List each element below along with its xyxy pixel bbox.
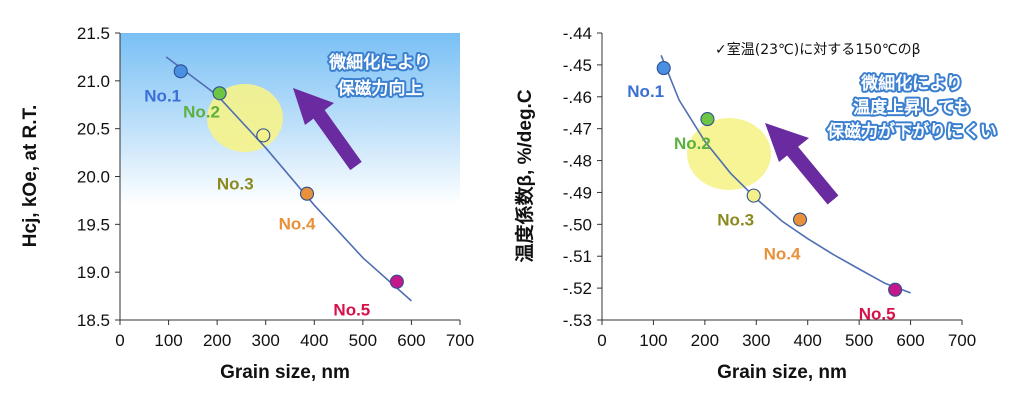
y-tick-label: -.51 <box>563 247 592 266</box>
x-tick-label: 400 <box>794 331 822 350</box>
data-point <box>888 282 903 297</box>
x-tick-label: 300 <box>742 331 770 350</box>
x-tick-label: 700 <box>446 331 474 350</box>
data-point <box>299 186 315 201</box>
data-point <box>389 274 404 289</box>
improvement-arrow <box>765 123 839 205</box>
data-point-label: No.1 <box>144 86 181 105</box>
improvement-arrow <box>293 88 362 171</box>
data-point <box>746 188 761 203</box>
x-tick-label: 500 <box>349 331 377 350</box>
y-tick-label: -.52 <box>563 279 592 298</box>
data-point-label: No.3 <box>217 174 254 193</box>
chart-hcj: 0 100 200 300 400 500 600 700 21.5 21.0 20.5 20.0 1… <box>20 24 474 383</box>
x-tick-label: 200 <box>691 331 719 350</box>
data-point <box>792 212 808 227</box>
x-tick-label: 0 <box>115 331 124 350</box>
y-tick-label: -.44 <box>563 24 592 43</box>
data-point <box>212 86 227 101</box>
y-tick-label: 20.5 <box>77 120 110 139</box>
x-axis-title: Grain size, nm <box>220 362 350 383</box>
x-tick-label: 300 <box>252 331 280 350</box>
data-point-label: No.3 <box>717 211 754 230</box>
y-tick-label: -.49 <box>563 183 592 202</box>
annotation-line: 保磁力向上 <box>337 78 423 99</box>
data-point <box>256 128 271 143</box>
data-point <box>656 61 671 76</box>
x-axis-title: Grain size, nm <box>717 362 847 383</box>
y-tick-label: 21.5 <box>77 24 110 43</box>
annotation-line: 微細化により <box>328 52 431 73</box>
trend-line <box>660 55 911 294</box>
y-axis-title: 温度係数β, %/deg.C <box>513 89 536 262</box>
x-tick-label: 600 <box>397 331 425 350</box>
y-tick-label: -.47 <box>563 120 592 139</box>
y-tick-label: 20.0 <box>77 168 110 187</box>
y-tick-label: -.46 <box>563 88 592 107</box>
x-tick-label: 100 <box>154 331 182 350</box>
measurement-note: ✓室温(23℃)に対する150℃のβ <box>715 41 921 58</box>
trend-line <box>165 56 412 302</box>
highlight-circle <box>687 118 771 190</box>
y-tick-label: 21.0 <box>77 72 110 91</box>
y-tick-label: 18.5 <box>77 311 110 330</box>
chart-beta: 0 100 200 300 400 500 600 700 -.44 -.45 -.46 -.47 -… <box>513 24 999 383</box>
data-point <box>173 64 188 79</box>
y-axis-title: Hcj, kOe, at R.T. <box>20 105 41 248</box>
y-tick-label: -.50 <box>563 215 592 234</box>
data-point-label: No.4 <box>764 245 801 264</box>
y-tick-label: 19.0 <box>77 263 110 282</box>
data-point-label: No.1 <box>627 82 664 101</box>
x-tick-label: 400 <box>300 331 328 350</box>
y-tick-label: -.48 <box>563 152 592 171</box>
y-tick-label: -.53 <box>563 311 592 330</box>
annotation-line: 微細化により <box>860 73 963 94</box>
x-tick-label: 0 <box>597 331 606 350</box>
x-tick-label: 700 <box>948 331 976 350</box>
annotation-line: 温度上昇しても <box>853 97 971 118</box>
data-point-label: No.4 <box>279 215 316 234</box>
x-tick-label: 200 <box>203 331 231 350</box>
x-tick-label: 100 <box>639 331 667 350</box>
annotation-line: 保磁力が下がりにくい <box>826 121 997 142</box>
data-point-label: No.2 <box>183 102 220 121</box>
data-point-label: No.5 <box>333 301 370 320</box>
data-point-label: No.2 <box>674 134 711 153</box>
x-tick-label: 500 <box>845 331 873 350</box>
x-tick-label: 600 <box>896 331 924 350</box>
y-tick-label: 19.5 <box>77 215 110 234</box>
data-point-label: No.5 <box>859 305 896 324</box>
y-tick-label: -.45 <box>563 56 592 75</box>
data-point <box>700 112 715 127</box>
